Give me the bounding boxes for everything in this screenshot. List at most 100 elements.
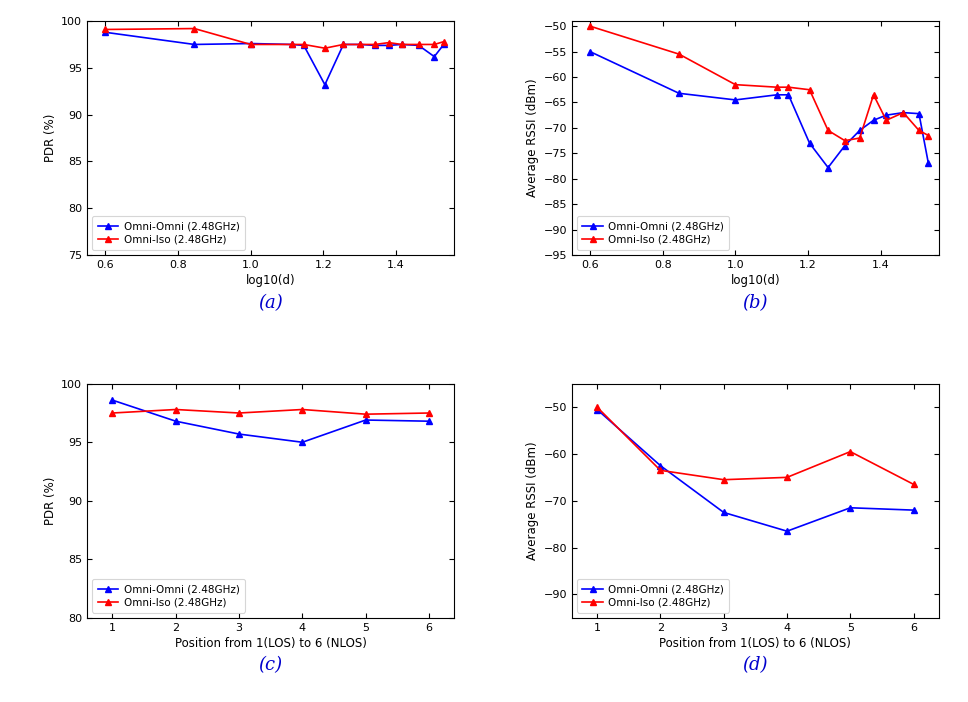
Omni-Iso (2.48GHz): [413, 40, 425, 48]
Omni-Iso (2.48GHz): [881, 116, 892, 124]
Line: Omni-Omni (2.48GHz): Omni-Omni (2.48GHz): [593, 406, 917, 535]
Omni-Iso (2.48GHz): [867, 91, 879, 99]
Omni-Iso (2.48GHz): [360, 410, 372, 418]
Omni-Omni (2.48GHz): [908, 506, 920, 515]
Omni-Omni (2.48GHz): [718, 508, 730, 517]
Text: (a): (a): [258, 293, 283, 312]
Omni-Omni (2.48GHz): [360, 416, 372, 424]
Text: (c): (c): [258, 656, 283, 675]
Omni-Iso (2.48GHz): [839, 136, 851, 145]
Omni-Omni (2.48GHz): [100, 28, 111, 37]
Omni-Iso (2.48GHz): [781, 473, 793, 482]
Omni-Iso (2.48GHz): [369, 40, 380, 48]
Omni-Iso (2.48GHz): [383, 39, 395, 47]
Omni-Iso (2.48GHz): [296, 405, 308, 413]
Omni-Iso (2.48GHz): [822, 126, 833, 135]
Omni-Omni (2.48GHz): [867, 116, 879, 124]
Omni-Omni (2.48GHz): [771, 91, 783, 99]
Omni-Iso (2.48GHz): [844, 447, 856, 456]
Line: Omni-Iso (2.48GHz): Omni-Iso (2.48GHz): [102, 25, 447, 52]
Omni-Iso (2.48GHz): [354, 40, 366, 48]
Y-axis label: Average RSSI (dBm): Average RSSI (dBm): [527, 79, 539, 197]
Omni-Omni (2.48GHz): [369, 41, 380, 50]
Omni-Omni (2.48GHz): [319, 81, 331, 89]
Text: (b): (b): [742, 293, 769, 312]
Omni-Omni (2.48GHz): [822, 164, 833, 172]
Omni-Omni (2.48GHz): [839, 142, 851, 150]
Omni-Iso (2.48GHz): [298, 40, 310, 48]
Omni-Iso (2.48GHz): [396, 40, 408, 48]
Omni-Omni (2.48GHz): [591, 405, 603, 413]
Omni-Iso (2.48GHz): [913, 126, 924, 135]
Omni-Omni (2.48GHz): [913, 110, 924, 118]
Omni-Iso (2.48GHz): [287, 40, 298, 48]
X-axis label: Position from 1(LOS) to 6 (NLOS): Position from 1(LOS) to 6 (NLOS): [175, 637, 367, 650]
Omni-Iso (2.48GHz): [673, 50, 684, 58]
Omni-Iso (2.48GHz): [423, 409, 435, 417]
Omni-Iso (2.48GHz): [584, 22, 595, 30]
Omni-Omni (2.48GHz): [423, 417, 435, 425]
Omni-Iso (2.48GHz): [245, 40, 257, 48]
Omni-Iso (2.48GHz): [438, 37, 449, 46]
Omni-Omni (2.48GHz): [106, 396, 118, 404]
Omni-Omni (2.48GHz): [803, 139, 815, 147]
Line: Omni-Omni (2.48GHz): Omni-Omni (2.48GHz): [109, 397, 433, 446]
Text: (d): (d): [742, 656, 769, 675]
Omni-Omni (2.48GHz): [781, 527, 793, 536]
Omni-Iso (2.48GHz): [803, 86, 815, 94]
Omni-Omni (2.48GHz): [296, 438, 308, 446]
Omni-Omni (2.48GHz): [413, 41, 425, 50]
Omni-Omni (2.48GHz): [233, 430, 245, 438]
Omni-Iso (2.48GHz): [783, 83, 795, 91]
Omni-Omni (2.48GHz): [338, 40, 349, 48]
X-axis label: Position from 1(LOS) to 6 (NLOS): Position from 1(LOS) to 6 (NLOS): [659, 637, 851, 650]
Omni-Omni (2.48GHz): [923, 159, 934, 168]
Omni-Omni (2.48GHz): [438, 40, 449, 48]
Omni-Omni (2.48GHz): [189, 40, 200, 48]
X-axis label: log10(d): log10(d): [246, 274, 295, 287]
Omni-Iso (2.48GHz): [854, 134, 865, 143]
Y-axis label: Average RSSI (dBm): Average RSSI (dBm): [527, 442, 539, 560]
Line: Omni-Iso (2.48GHz): Omni-Iso (2.48GHz): [109, 406, 433, 418]
Line: Omni-Iso (2.48GHz): Omni-Iso (2.48GHz): [593, 404, 917, 488]
Omni-Omni (2.48GHz): [245, 39, 257, 48]
Omni-Iso (2.48GHz): [338, 40, 349, 48]
Omni-Iso (2.48GHz): [233, 409, 245, 417]
Omni-Omni (2.48GHz): [287, 40, 298, 48]
Omni-Iso (2.48GHz): [429, 40, 440, 48]
Line: Omni-Omni (2.48GHz): Omni-Omni (2.48GHz): [102, 29, 447, 88]
Omni-Omni (2.48GHz): [897, 108, 909, 117]
X-axis label: log10(d): log10(d): [731, 274, 780, 287]
Omni-Iso (2.48GHz): [730, 81, 741, 89]
Omni-Omni (2.48GHz): [396, 40, 408, 48]
Omni-Iso (2.48GHz): [591, 403, 603, 411]
Omni-Omni (2.48GHz): [673, 89, 684, 98]
Omni-Omni (2.48GHz): [584, 47, 595, 55]
Omni-Omni (2.48GHz): [854, 126, 865, 135]
Line: Omni-Omni (2.48GHz): Omni-Omni (2.48GHz): [587, 48, 932, 171]
Omni-Omni (2.48GHz): [881, 111, 892, 119]
Omni-Iso (2.48GHz): [897, 108, 909, 117]
Omni-Iso (2.48GHz): [923, 131, 934, 140]
Omni-Omni (2.48GHz): [170, 417, 182, 425]
Line: Omni-Iso (2.48GHz): Omni-Iso (2.48GHz): [587, 22, 932, 144]
Omni-Omni (2.48GHz): [429, 53, 440, 61]
Omni-Iso (2.48GHz): [189, 25, 200, 33]
Omni-Iso (2.48GHz): [771, 83, 783, 91]
Omni-Iso (2.48GHz): [654, 466, 666, 475]
Y-axis label: PDR (%): PDR (%): [45, 477, 57, 525]
Legend: Omni-Omni (2.48GHz), Omni-Iso (2.48GHz): Omni-Omni (2.48GHz), Omni-Iso (2.48GHz): [577, 579, 729, 613]
Omni-Iso (2.48GHz): [718, 475, 730, 484]
Omni-Omni (2.48GHz): [783, 91, 795, 99]
Y-axis label: PDR (%): PDR (%): [45, 114, 57, 162]
Omni-Iso (2.48GHz): [170, 405, 182, 413]
Omni-Iso (2.48GHz): [100, 25, 111, 34]
Omni-Omni (2.48GHz): [654, 461, 666, 470]
Omni-Omni (2.48GHz): [298, 41, 310, 50]
Legend: Omni-Omni (2.48GHz), Omni-Iso (2.48GHz): Omni-Omni (2.48GHz), Omni-Iso (2.48GHz): [92, 216, 245, 250]
Omni-Iso (2.48GHz): [106, 409, 118, 417]
Omni-Omni (2.48GHz): [844, 503, 856, 512]
Omni-Omni (2.48GHz): [383, 41, 395, 50]
Omni-Iso (2.48GHz): [319, 44, 331, 53]
Omni-Omni (2.48GHz): [354, 40, 366, 48]
